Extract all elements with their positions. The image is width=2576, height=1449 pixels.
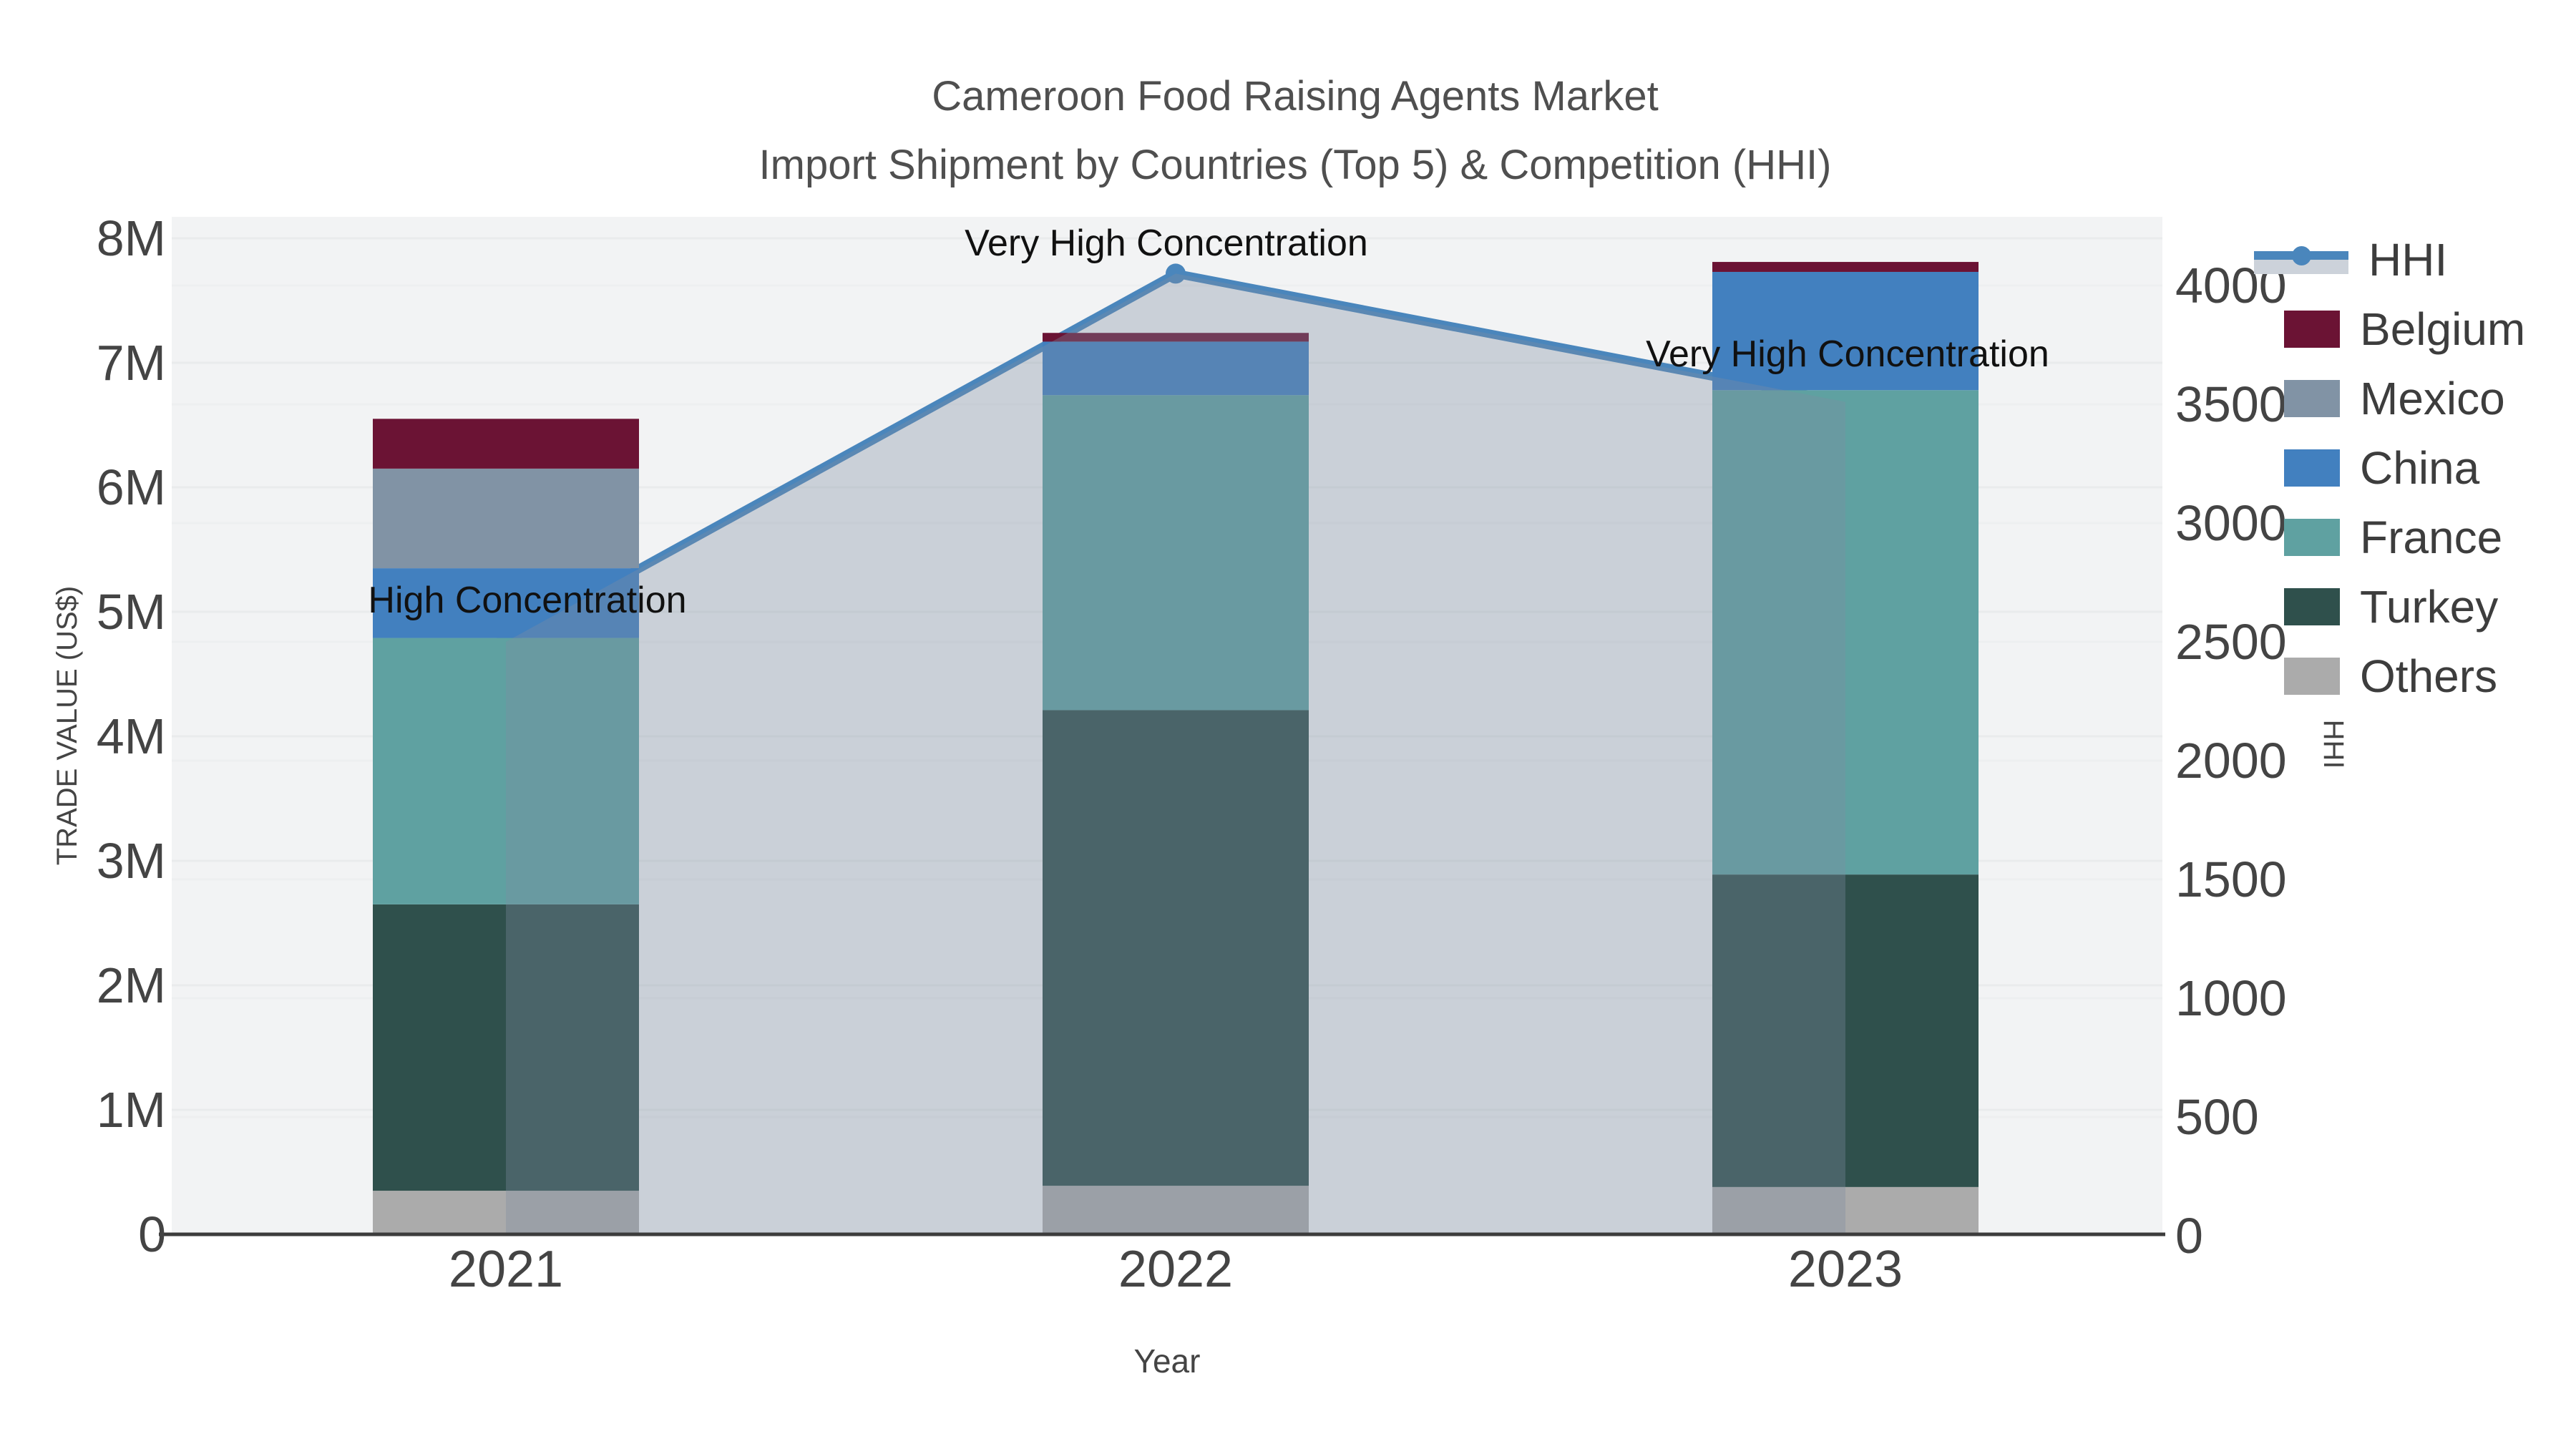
y-right-tick-3500: 3500 (2175, 376, 2287, 432)
bar-segment-france-2021 (373, 638, 639, 904)
bar-segment-others-2022 (1043, 1186, 1309, 1234)
legend-item-france[interactable]: France (2254, 503, 2502, 572)
legend-label-others: Others (2360, 650, 2498, 702)
y-left-tick-5M: 5M (97, 584, 166, 640)
y-left-tick-2M: 2M (97, 957, 166, 1013)
hhi-area (506, 273, 1845, 1234)
legend-label-turkey: Turkey (2360, 581, 2499, 633)
x-tick-2022: 2022 (1118, 1241, 1233, 1298)
bar-segment-mexico-2021 (373, 468, 639, 569)
chart-subtitle: Import Shipment by Countries (Top 5) & C… (758, 142, 1832, 188)
bar-segment-belgium-2022 (1043, 333, 1309, 342)
y-left-tick-8M: 8M (97, 210, 166, 266)
legend-label-china: China (2360, 442, 2480, 494)
annotation-2021: High Concentration (368, 580, 686, 621)
bar-segment-belgium-2021 (373, 419, 639, 469)
legend-swatch-france (2284, 519, 2340, 556)
legend-swatch-mexico (2284, 380, 2340, 417)
y-left-tick-3M: 3M (97, 833, 166, 889)
bar-segment-others-2023 (1712, 1186, 1979, 1234)
y-right-tick-500: 500 (2175, 1089, 2259, 1145)
y-left-tick-0: 0 (138, 1206, 166, 1262)
y-left-tick-4M: 4M (97, 708, 166, 764)
legend-item-turkey[interactable]: Turkey (2254, 572, 2498, 641)
y-right-tick-2000: 2000 (2175, 733, 2287, 789)
hhi-marker (1166, 263, 1186, 284)
bar-segment-turkey-2022 (1043, 710, 1309, 1186)
legend-swatch-turkey (2284, 588, 2340, 625)
bar-segment-france-2023 (1712, 390, 1979, 875)
annotation-2023: Very High Concentration (1646, 333, 2049, 375)
legend-item-mexico[interactable]: Mexico (2254, 364, 2505, 433)
y-left-axis-title: TRADE VALUE (US$) (52, 586, 83, 865)
legend-item-others[interactable]: Others (2254, 642, 2497, 711)
y-right-tick-1000: 1000 (2175, 970, 2287, 1026)
chart-title: Cameroon Food Raising Agents Market (932, 73, 1659, 119)
y-left-tick-1M: 1M (97, 1082, 166, 1138)
legend-item-china[interactable]: China (2254, 434, 2479, 502)
bar-segment-china-2023 (1712, 271, 1979, 391)
legend-swatch-hhi (2254, 241, 2348, 278)
legend-item-hhi[interactable]: HHI (2254, 225, 2447, 294)
bar-segment-belgium-2023 (1712, 262, 1979, 272)
legend-item-belgium[interactable]: Belgium (2254, 295, 2525, 364)
legend-swatch-belgium (2284, 311, 2340, 348)
legend-swatch-china (2284, 449, 2340, 487)
annotation-2022: Very High Concentration (965, 223, 1368, 264)
legend-label-belgium: Belgium (2360, 303, 2526, 355)
bar-segment-others-2021 (373, 1191, 639, 1234)
bar-segment-china-2021 (373, 568, 639, 638)
legend-swatch-others (2284, 658, 2340, 695)
bar-segment-france-2022 (1043, 395, 1309, 711)
legend-label-france: France (2360, 512, 2503, 563)
x-tick-2023: 2023 (1788, 1241, 1903, 1298)
y-left-tick-6M: 6M (97, 459, 166, 515)
bar-segment-china-2022 (1043, 341, 1309, 396)
y-right-tick-0: 0 (2175, 1208, 2203, 1264)
bar-segment-turkey-2021 (373, 904, 639, 1191)
y-right-tick-1500: 1500 (2175, 852, 2287, 907)
y-right-tick-3000: 3000 (2175, 495, 2287, 551)
x-tick-2021: 2021 (449, 1241, 563, 1298)
y-left-tick-7M: 7M (97, 335, 166, 391)
bar-segment-turkey-2023 (1712, 874, 1979, 1187)
legend-label-hhi: HHI (2368, 234, 2448, 286)
x-axis-title: Year (1134, 1342, 1201, 1380)
y-right-axis-title: HHI (2318, 720, 2349, 769)
y-right-tick-2500: 2500 (2175, 614, 2287, 670)
legend-label-mexico: Mexico (2360, 373, 2505, 424)
